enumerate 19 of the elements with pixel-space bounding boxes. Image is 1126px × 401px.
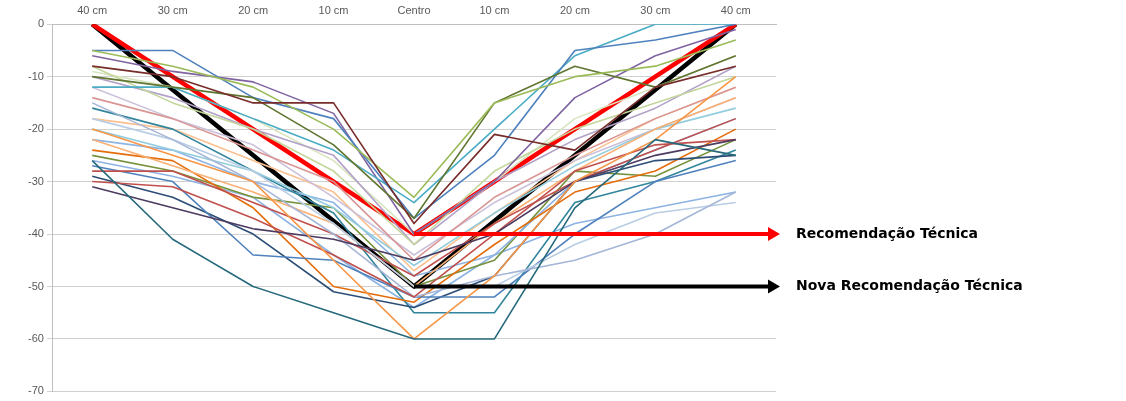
text: Nova Recomendação Técnica (796, 277, 1023, 294)
x-tick-label: 10 cm (318, 3, 349, 16)
y-tick-label: -60 (28, 331, 44, 344)
y-tick-label: -20 (28, 122, 44, 135)
text: Recomendação Técnica (796, 225, 978, 242)
x-tick-label: 30 cm (157, 3, 188, 16)
x-tick-label: 40 cm (720, 3, 751, 16)
x-tick-label: 10 cm (479, 3, 510, 16)
x-tick-label: 20 cm (559, 3, 590, 16)
y-tick-label: -70 (28, 384, 44, 397)
y-tick-label: -50 (28, 279, 44, 292)
x-tick-label: 20 cm (238, 3, 269, 16)
y-tick-label: 0 (37, 17, 44, 30)
x-tick-label: Centro (397, 3, 431, 16)
x-tick-label: 30 cm (640, 3, 671, 16)
x-tick-label: 40 cm (77, 3, 108, 16)
y-tick-label: -40 (28, 227, 44, 240)
y-tick-label: -10 (28, 69, 44, 82)
y-tick-label: -30 (28, 174, 44, 187)
